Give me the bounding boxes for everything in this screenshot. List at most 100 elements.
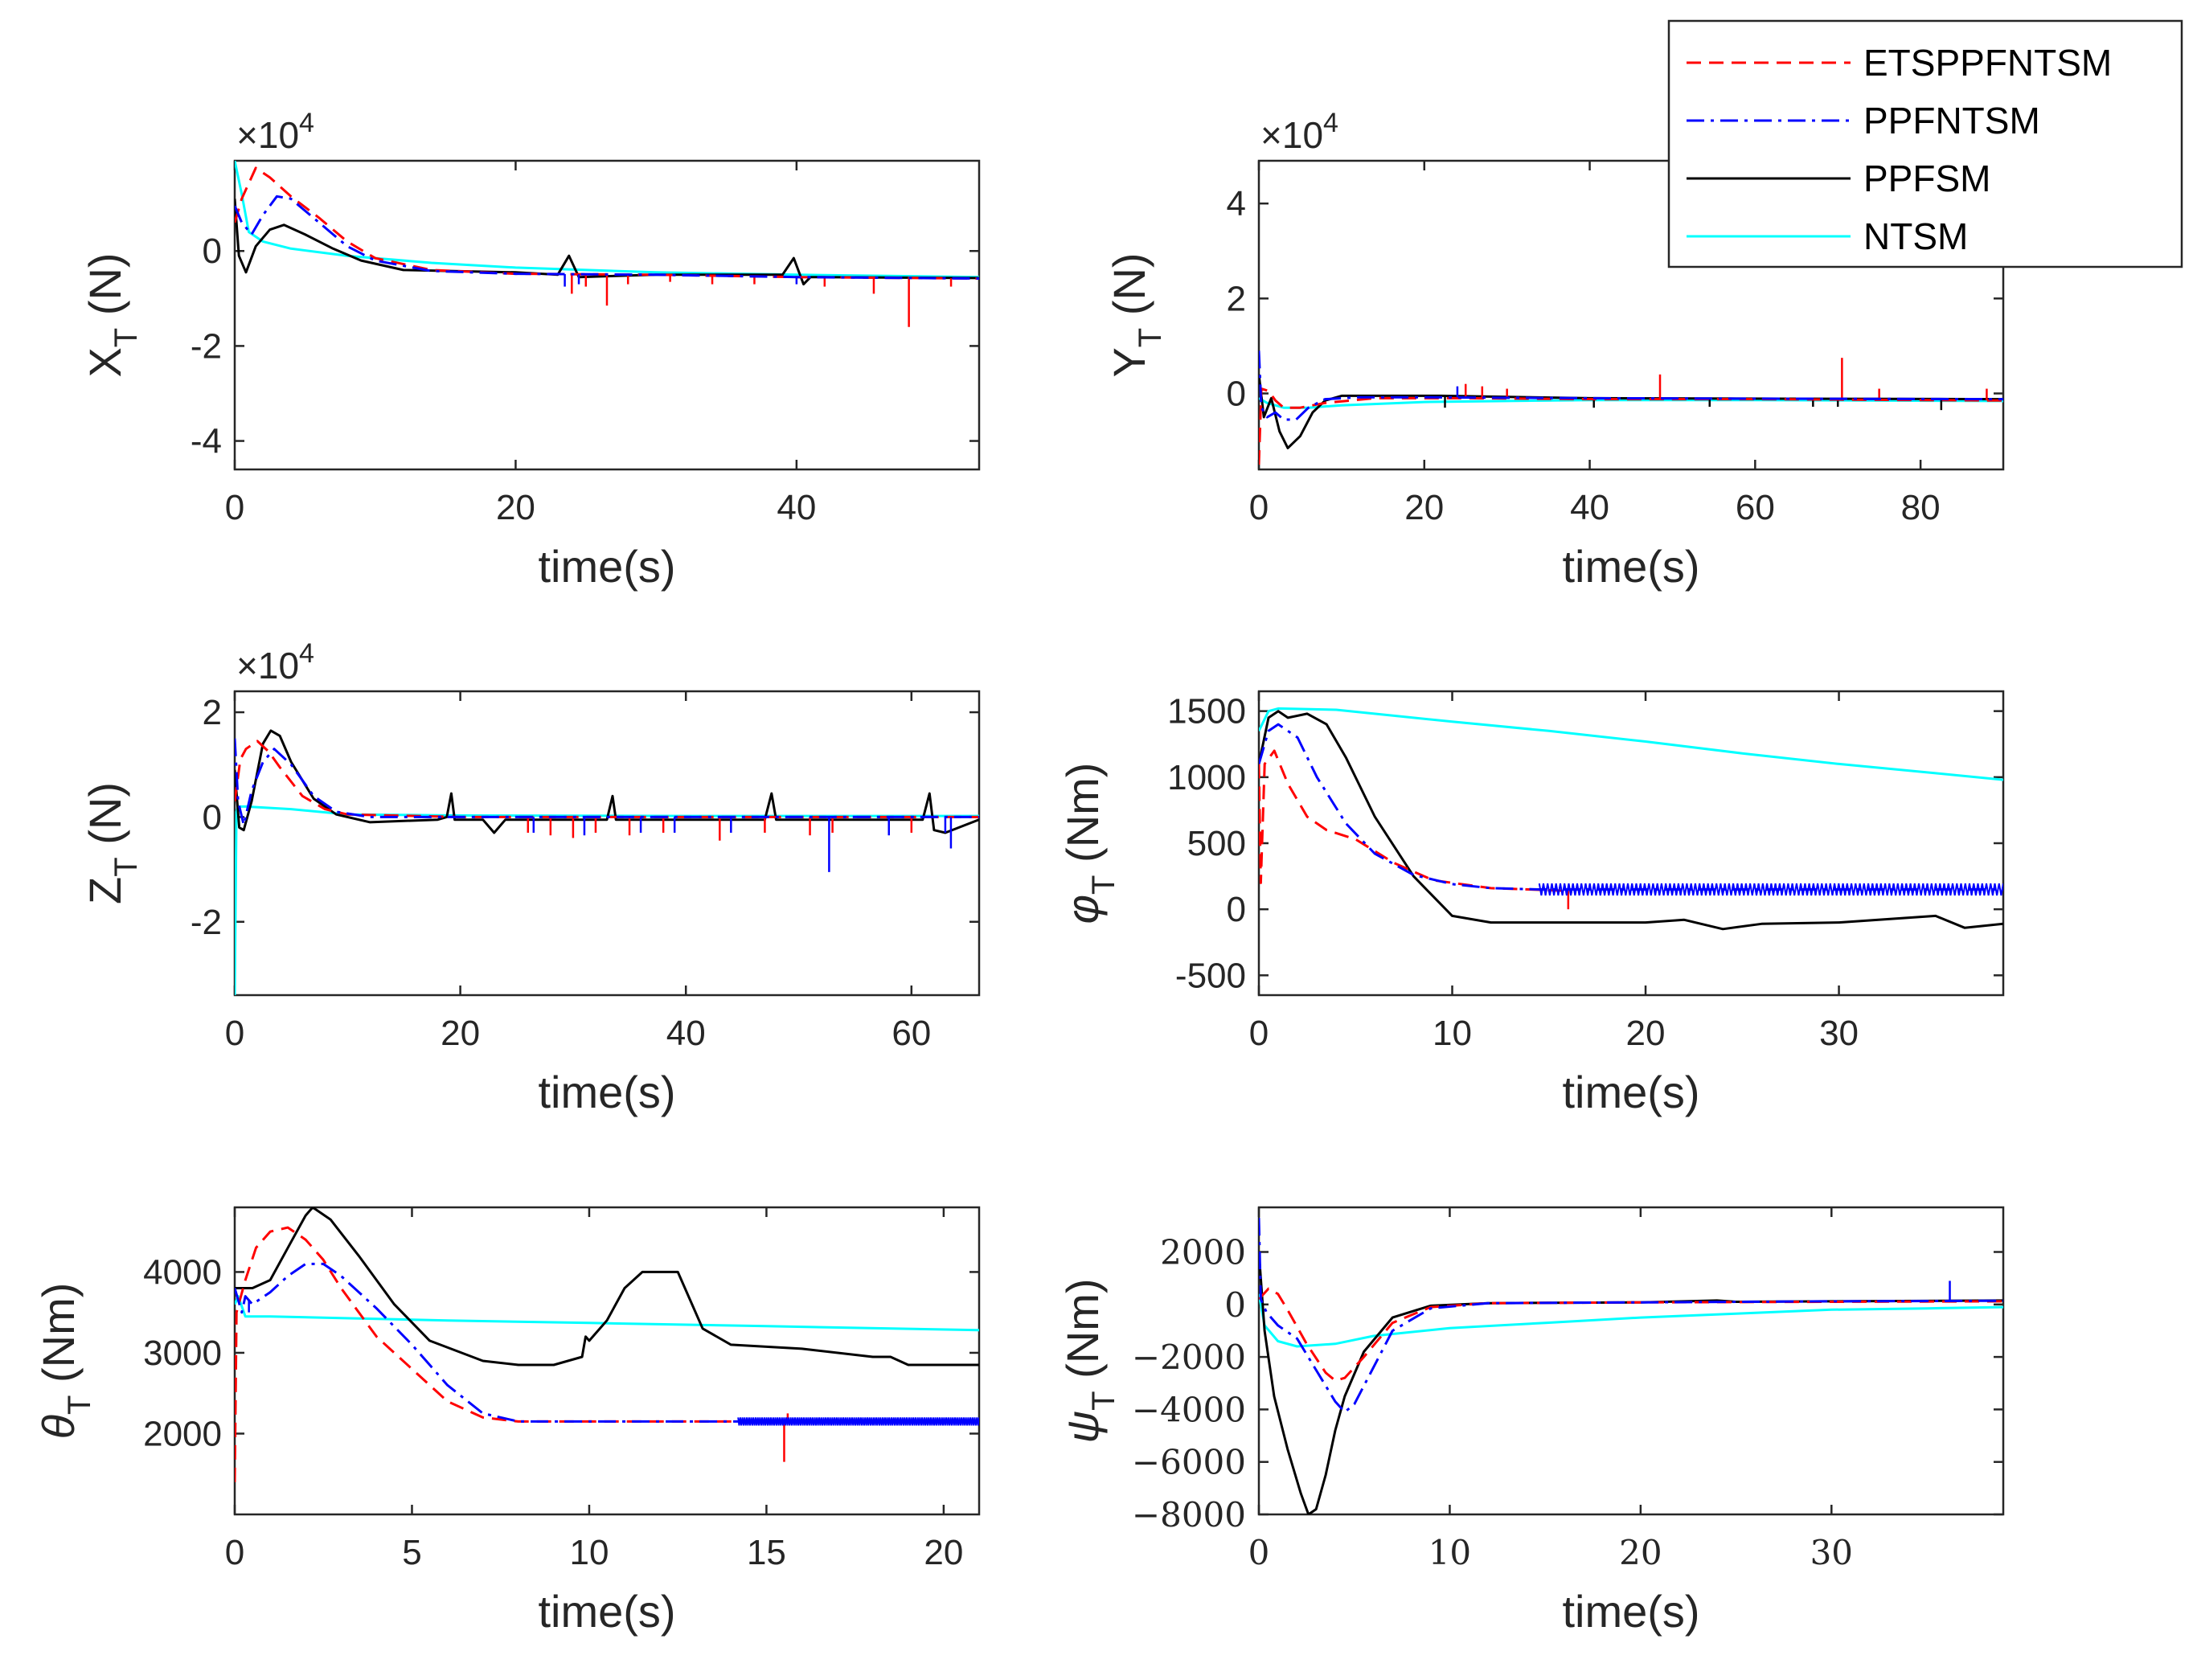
series-NTSM [235,1295,979,1332]
y-tick-label: 0 [203,797,222,837]
series-line-ETSPPFNTSM [235,166,979,280]
y-axis-label: φT (Nm) [1057,763,1121,924]
y-tick-label: 0 [1227,374,1246,413]
x-tick-label: 20 [1626,1014,1666,1053]
x-axis-label: time(s) [1562,1586,1699,1637]
series-ETSPPFNTSM [1259,358,2003,465]
y-tick-label: −2000 [1132,1338,1246,1377]
y-tick-label: 2 [1227,279,1246,318]
panel-ZT: 0 20 40 60 -2 0 2 ×104 time(s) ZT (N) [80,638,981,1117]
series-line-NTSM [235,805,979,995]
series-PPFNTSM [1259,723,2003,896]
series-NTSM [1259,707,2003,781]
axes-box [1257,1206,2005,1516]
axes-box [233,690,981,997]
series-NTSM [1259,1293,2003,1348]
series-line-ETSPPFNTSM [235,1226,979,1482]
legend-label: PPFSM [1863,158,1990,199]
x-axis-label: time(s) [1562,541,1699,592]
series-PPFSM [1259,1252,2003,1514]
series-line-NTSM [1259,1293,2003,1348]
y-axis-label: XT (N) [80,252,144,377]
x-axis-label: time(s) [538,1586,675,1637]
x-tick-label: 10 [1428,1533,1471,1572]
y-tick-label: 0 [1227,890,1246,929]
x-tick-label: 10 [1433,1014,1472,1053]
x-tick-label: 30 [1819,1014,1859,1053]
legend-entry-NTSM: NTSM [1687,215,1968,257]
y-axis-label: ψT (Nm) [1057,1278,1121,1443]
y-tick-label: 1500 [1167,692,1246,731]
y-tick-label: 0 [203,232,222,271]
panel-psiT: 0 10 20 30 −8000 −6000 −4000 −2000 0 2000 time(s) ψ… [1057,1206,2005,1637]
x-tick-label: 15 [747,1533,786,1572]
series-PPFSM [1259,374,2003,449]
x-tick-label: 20 [924,1533,963,1572]
legend-entry-ETSPPFNTSM: ETSPPFNTSM [1687,42,2112,84]
y-tick-label: -2 [191,326,222,366]
x-tick-label: 30 [1810,1533,1853,1572]
series-line-PPFNTSM [1259,350,2003,421]
y-tick-label: 3000 [143,1334,222,1373]
y-tick-label: −8000 [1132,1495,1246,1535]
series-ETSPPFNTSM [1259,749,1570,910]
series-line-PPFNTSM [1259,1218,2003,1414]
plot-area [1259,1218,2003,1514]
y-tick-label: −6000 [1132,1443,1246,1482]
series-line-PPFSM [235,729,979,834]
x-tick-label: 20 [496,488,535,527]
x-axis-label: time(s) [1562,1067,1699,1117]
x-axis-label: time(s) [538,541,675,592]
series-ETSPPFNTSM [235,166,979,327]
plot-area [1259,707,2003,931]
panel-YT: 0 20 40 60 80 0 2 4 ×104 time(s) YT (N) [1104,108,2005,592]
series-line-ETSPPFNTSM [235,740,979,818]
y-axis-label: ZT (N) [80,782,144,904]
series-ETSPPFNTSM [235,1226,979,1482]
series-ETSPPFNTSM [1259,1287,2003,1382]
x-tick-label: 40 [777,488,816,527]
series-PPFNTSM [1259,350,2003,421]
series-PPFSM [235,1207,979,1367]
x-tick-label: 0 [1249,1014,1269,1053]
legend-entry-PPFNTSM: PPFNTSM [1687,100,2040,141]
series-PPFNTSM [235,1262,979,1426]
exponent-label: ×104 [236,638,314,686]
x-tick-label: 0 [225,1014,244,1053]
x-axis-label: time(s) [538,1067,675,1117]
y-tick-label: −4000 [1132,1390,1246,1429]
series-NTSM [235,805,979,995]
series-line-PPFNTSM [235,1262,979,1423]
series-PPFNTSM [235,738,979,872]
y-axis-label: θT (Nm) [33,1283,97,1440]
axes-box [1257,159,2005,471]
x-tick-label: 80 [1901,488,1941,527]
series-line-ETSPPFNTSM [1259,387,2003,465]
series-line-NTSM [1259,707,2003,781]
x-tick-label: 0 [225,1533,244,1572]
series-line-PPFSM [1259,710,2003,931]
series-line-NTSM [235,161,979,279]
axes-box [1257,690,2005,997]
x-tick-label: 40 [1570,488,1609,527]
series-PPFSM [1259,710,2003,931]
series-line-PPFSM [235,1207,979,1367]
plot-area [235,729,979,995]
series-PPFSM [235,729,979,834]
y-tick-label: 4000 [143,1252,222,1292]
legend-entry-PPFSM: PPFSM [1687,158,1990,199]
series-line-PPFNTSM [1259,723,2003,891]
series-line-NTSM [235,1295,979,1332]
plot-area [235,1207,979,1482]
x-tick-label: 60 [892,1014,931,1053]
y-tick-label: 500 [1187,824,1246,863]
x-tick-label: 20 [441,1014,480,1053]
series-ETSPPFNTSM [235,740,979,841]
y-tick-label: 2000 [143,1414,222,1453]
y-tick-label: -2 [191,903,222,942]
exponent-label: ×104 [236,108,314,156]
x-tick-label: 10 [569,1533,609,1572]
series-PPFNTSM [1259,1218,2003,1414]
